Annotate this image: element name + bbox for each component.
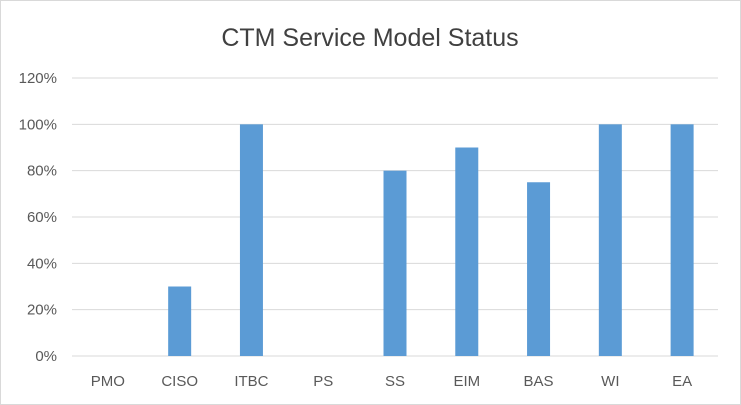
x-tick-label: PS — [313, 373, 333, 390]
x-tick-label: EA — [672, 373, 692, 390]
bar-ea — [670, 124, 694, 356]
bar-wi — [598, 124, 622, 356]
x-tick-label: CISO — [161, 373, 198, 390]
y-tick-label: 80% — [27, 163, 57, 180]
x-tick-label: PMO — [91, 373, 125, 390]
x-tick-label: EIM — [453, 373, 480, 390]
y-tick-label: 100% — [19, 116, 57, 133]
y-tick-label: 60% — [27, 209, 57, 226]
bar-ss — [383, 170, 407, 356]
x-axis-ticks: PMO CISO ITBC PS SS EIM BAS WI EA — [91, 373, 692, 390]
bars — [168, 124, 694, 356]
bar-itbc — [239, 124, 263, 356]
chart-title: CTM Service Model Status — [221, 24, 518, 52]
x-tick-label: BAS — [524, 373, 554, 390]
x-tick-label: ITBC — [234, 373, 268, 390]
y-tick-label: 120% — [19, 70, 57, 87]
x-tick-label: WI — [601, 373, 619, 390]
y-tick-label: 20% — [27, 302, 57, 319]
bar-bas — [527, 182, 551, 356]
bar-eim — [455, 147, 479, 356]
bar-ciso — [168, 286, 192, 356]
y-tick-label: 0% — [35, 348, 57, 365]
y-tick-label: 40% — [27, 255, 57, 272]
x-tick-label: SS — [385, 373, 405, 390]
y-axis-ticks: 0% 20% 40% 60% 80% 100% 120% — [19, 70, 57, 365]
